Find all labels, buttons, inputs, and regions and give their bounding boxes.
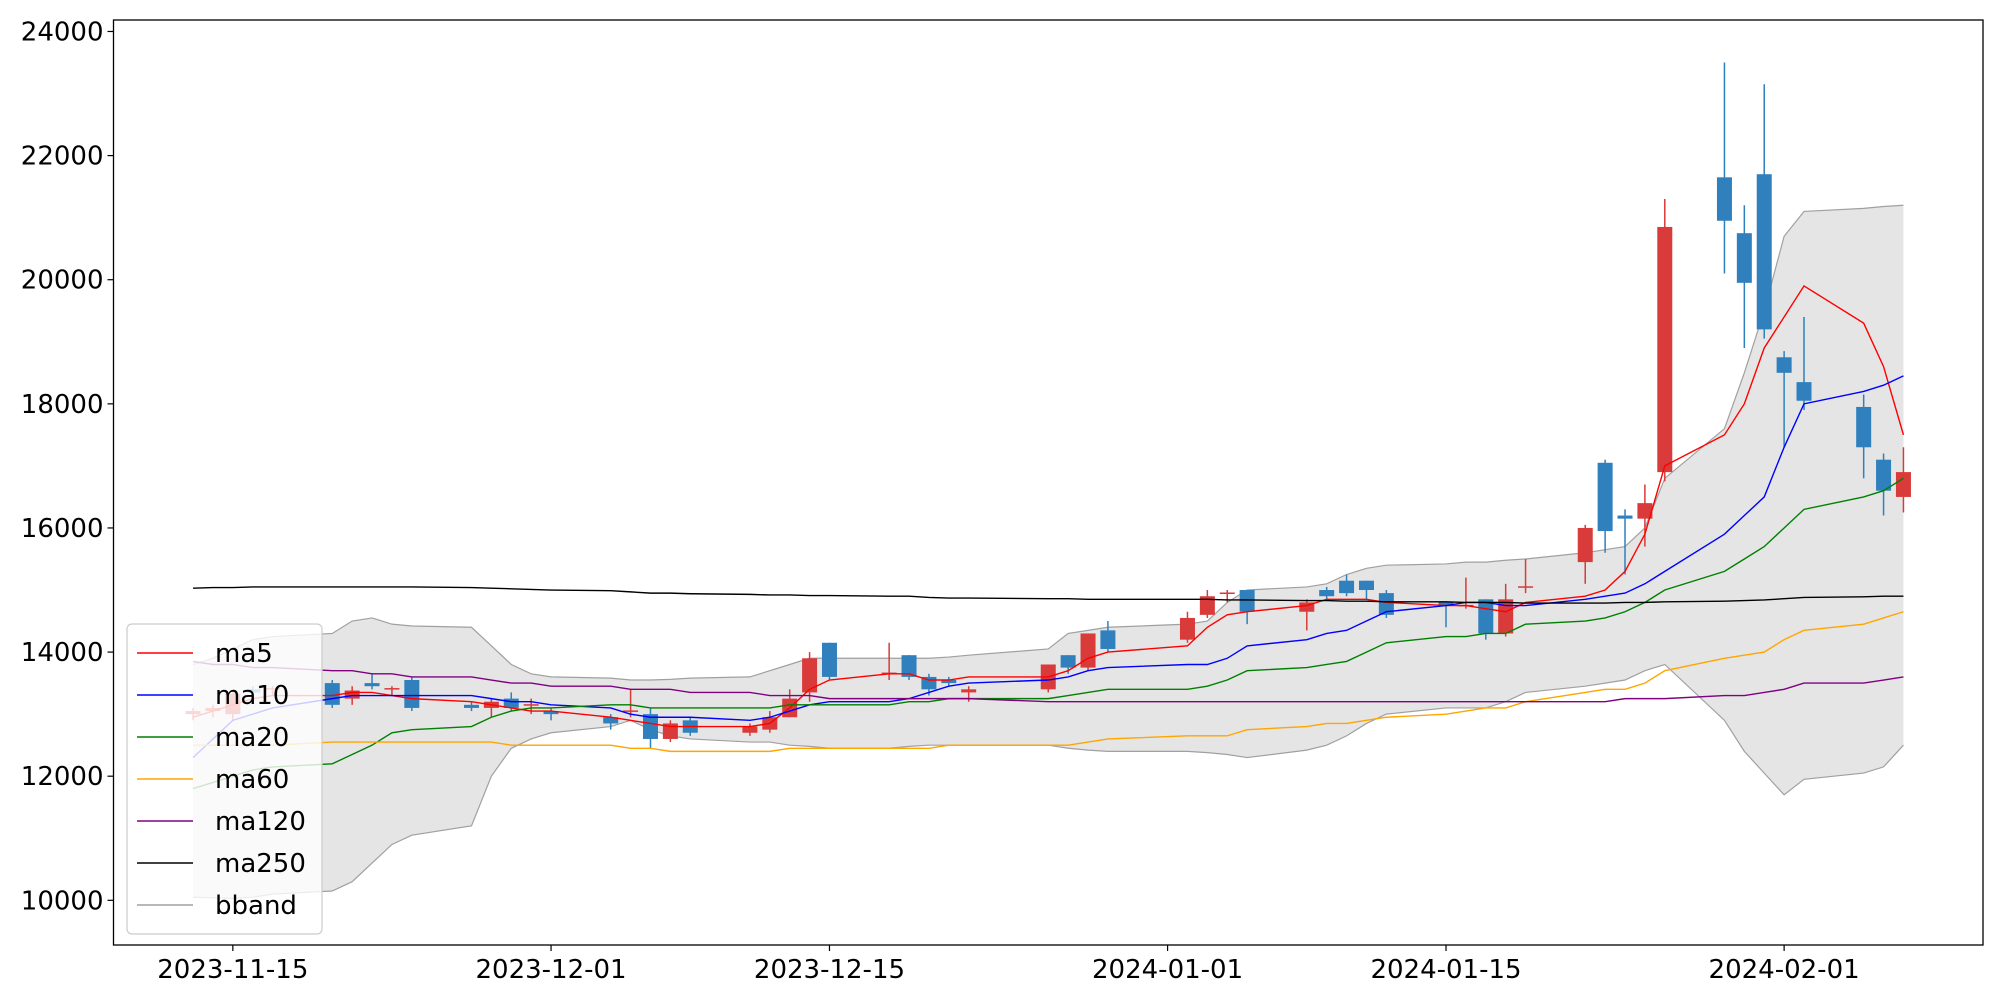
candle-body [1577,527,1593,563]
x-tick-label: 2023-12-01 [475,955,626,985]
y-tick-label: 10000 [21,886,104,916]
candle-body [642,714,658,739]
legend: ma5 ma10 ma20 ma60 ma120 ma250 bband [126,623,323,935]
y-tick-label: 20000 [21,266,104,296]
candle-body [1617,515,1633,519]
candle-body [1657,226,1673,473]
candle-body [1060,655,1076,668]
candle-body [1219,592,1235,595]
legend-box [126,623,323,935]
y-tick-label: 22000 [21,142,104,172]
candle-body [1339,580,1355,594]
candle-body [384,688,400,690]
candle-body [1179,617,1195,640]
candle-body [463,704,479,708]
candle-body [1100,630,1116,649]
candle-body [603,717,619,724]
candle-body [1876,459,1892,491]
candle-body [1199,596,1215,615]
candle-body [662,723,678,739]
candle-body [1637,503,1653,519]
legend-label: bband [215,891,297,921]
candle-body [1856,406,1872,448]
candle-body [961,689,977,693]
candle-body [1895,472,1911,497]
candle-body [1716,177,1732,221]
candle-body [1597,462,1613,532]
bband-area [193,205,1904,899]
y-tick-label: 18000 [21,390,104,420]
legend-label: ma5 [215,639,273,669]
candle-body [543,711,559,715]
candle-body [523,704,539,706]
ma-line [193,586,1904,604]
candle-body [742,726,758,733]
legend-label: ma60 [215,765,289,795]
y-tick-label: 16000 [21,514,104,544]
candle-body [1239,590,1255,612]
candle-body [1080,633,1096,668]
x-tick-label: 2023-12-15 [754,955,905,985]
candle-body [1736,233,1752,283]
legend-label: ma250 [215,849,306,879]
candle-body [503,698,519,708]
ma-line [193,611,1904,753]
ma-line [192,284,1905,728]
ma-line [192,660,1904,703]
candle-body [901,655,917,677]
candle-body [802,658,818,693]
candle-body [1299,602,1315,612]
candle-body [1756,174,1772,330]
axes-frame [112,19,1984,946]
x-tick-label: 2024-01-01 [1092,955,1243,985]
candle-body [941,680,957,684]
candle-body [1498,599,1514,634]
candle-body [1438,602,1454,606]
x-tick-label: 2024-02-01 [1709,955,1860,985]
candle-body [623,710,639,712]
candle-body [1796,382,1812,401]
y-tick-label: 14000 [21,638,104,668]
candle-body [364,683,380,687]
y-tick-label: 24000 [21,17,104,47]
x-tick-label: 2023-11-15 [157,955,308,985]
candle-body [1776,357,1792,373]
y-tick-label: 12000 [21,762,104,792]
candle-body [1478,599,1494,634]
plot-area [185,62,1911,900]
legend-label: ma10 [215,681,289,711]
legend-label: ma120 [215,807,306,837]
candle-body [1518,586,1534,588]
x-tick-label: 2024-01-15 [1370,955,1521,985]
candle-body [324,683,340,705]
legend-label: ma20 [215,723,289,753]
candle-body [1319,590,1335,597]
ma-line [192,477,1904,790]
candle-body [344,690,360,699]
candle-body [1358,580,1374,591]
candle-body [1378,593,1394,615]
candle-body [404,680,420,708]
candle-body [821,642,837,677]
ma-line [192,375,1904,759]
